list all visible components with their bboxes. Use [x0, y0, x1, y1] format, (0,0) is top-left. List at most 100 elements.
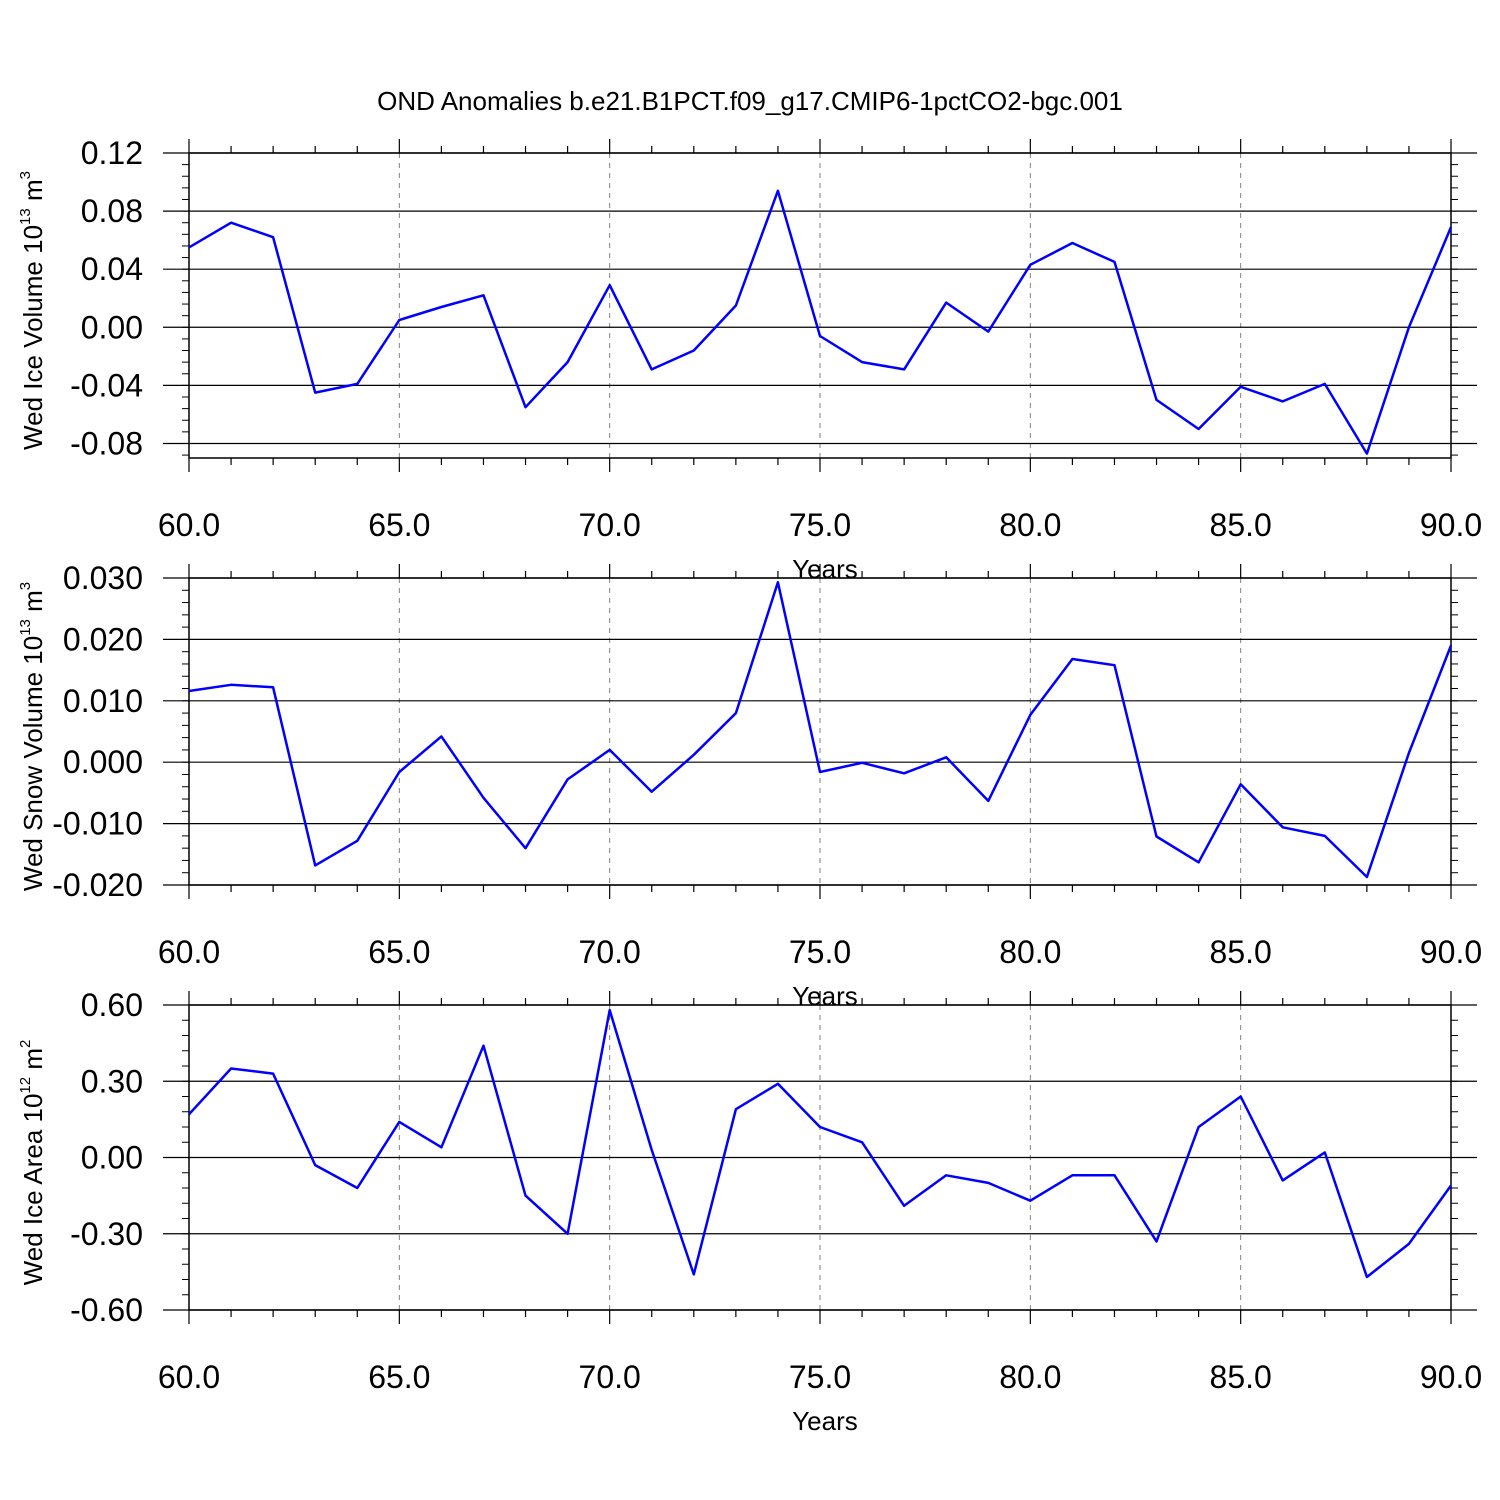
y-axis-label: Wed Ice Volume 1013 m3: [17, 171, 48, 450]
x-tick-label: 80.0: [999, 1359, 1061, 1395]
data-point: [481, 1044, 485, 1048]
series-line: [188, 189, 1453, 455]
data-point: [271, 235, 275, 239]
data-point: [1449, 644, 1453, 648]
data-point: [1281, 399, 1285, 403]
data-point: [481, 796, 485, 800]
data-point: [1112, 663, 1116, 667]
data-point: [1281, 1178, 1285, 1182]
y-tick-label: 0.60: [81, 987, 143, 1023]
data-point: [271, 1072, 275, 1076]
data-point: [1070, 241, 1074, 245]
y-tick-label: 0.00: [81, 309, 143, 345]
data-point: [355, 839, 359, 843]
data-point: [1323, 382, 1327, 386]
x-tick-label: 75.0: [789, 507, 851, 543]
data-point: [1365, 452, 1369, 456]
data-point: [397, 1120, 401, 1124]
data-point: [1323, 834, 1327, 838]
x-tick-label: 75.0: [789, 1359, 851, 1395]
y-tick-label: 0.30: [81, 1063, 143, 1099]
data-point: [902, 1204, 906, 1208]
data-point: [313, 391, 317, 395]
x-tick-label: 80.0: [999, 507, 1061, 543]
series-line: [188, 1008, 1453, 1279]
data-point: [608, 1008, 612, 1012]
y-tick-label: -0.08: [70, 425, 143, 461]
data-point: [692, 349, 696, 353]
data-point: [1112, 1173, 1116, 1177]
data-point: [608, 748, 612, 752]
data-point: [608, 283, 612, 287]
data-point: [1070, 657, 1074, 661]
data-point: [692, 753, 696, 757]
data-point: [1449, 1183, 1453, 1187]
y-tick-label: 0.020: [63, 621, 143, 657]
data-point: [1028, 1199, 1032, 1203]
y-tick-label: -0.020: [52, 867, 143, 903]
data-point: [1239, 782, 1243, 786]
data-point: [1407, 751, 1411, 755]
data-point: [1407, 1242, 1411, 1246]
panel-ice-volume: 60.0 65.0 70.0 75.0 80.0 85.0 90.0 -0.08 -0.04 0.…: [17, 135, 1482, 584]
data-point: [734, 711, 738, 715]
data-point: [524, 1194, 528, 1198]
x-tick-label: 90.0: [1420, 507, 1482, 543]
x-tick-label: 90.0: [1420, 1359, 1482, 1395]
data-point: [1197, 427, 1201, 431]
data-point: [397, 770, 401, 774]
data-point: [1155, 1239, 1159, 1243]
data-point: [818, 1125, 822, 1129]
data-point: [986, 1181, 990, 1185]
x-tick-label: 85.0: [1210, 507, 1272, 543]
data-point: [1281, 825, 1285, 829]
data-point: [1365, 1275, 1369, 1279]
data-point: [734, 304, 738, 308]
y-tick-label: -0.04: [70, 367, 143, 403]
y-tick-label: 0.12: [81, 135, 143, 171]
data-point: [566, 1232, 570, 1236]
data-point: [902, 771, 906, 775]
data-point: [566, 360, 570, 364]
data-point: [1239, 1095, 1243, 1099]
data-point: [860, 1140, 864, 1144]
data-point: [734, 1107, 738, 1111]
data-point: [313, 863, 317, 867]
data-point: [355, 1186, 359, 1190]
x-tick-label: 80.0: [999, 934, 1061, 970]
y-axis-label: Wed Snow Volume 1013 m3: [17, 582, 48, 891]
y-tick-label: -0.30: [70, 1216, 143, 1252]
data-point: [860, 360, 864, 364]
data-point: [481, 293, 485, 297]
data-point: [944, 755, 948, 759]
data-point: [229, 683, 233, 687]
data-point: [1323, 1150, 1327, 1154]
data-point: [818, 334, 822, 338]
data-point: [776, 1082, 780, 1086]
data-point: [650, 1148, 654, 1152]
data-point: [1197, 860, 1201, 864]
data-point: [692, 1272, 696, 1276]
data-point: [1028, 263, 1032, 267]
data-point: [944, 301, 948, 305]
y-tick-label: -0.010: [52, 806, 143, 842]
x-tick-label: 70.0: [579, 1359, 641, 1395]
data-point: [439, 734, 443, 738]
x-tick-label: 75.0: [789, 934, 851, 970]
data-point: [1239, 385, 1243, 389]
data-point: [776, 580, 780, 584]
data-point: [355, 382, 359, 386]
data-point: [439, 305, 443, 309]
data-point: [229, 221, 233, 225]
y-tick-label: -0.60: [70, 1292, 143, 1328]
data-point: [187, 245, 191, 249]
data-point: [902, 367, 906, 371]
x-tick-label: 65.0: [368, 1359, 430, 1395]
data-point: [986, 799, 990, 803]
data-point: [397, 318, 401, 322]
x-axis-label: Years: [792, 981, 858, 1011]
data-point: [187, 689, 191, 693]
data-point: [650, 367, 654, 371]
data-point: [776, 189, 780, 193]
y-tick-label: 0.010: [63, 683, 143, 719]
